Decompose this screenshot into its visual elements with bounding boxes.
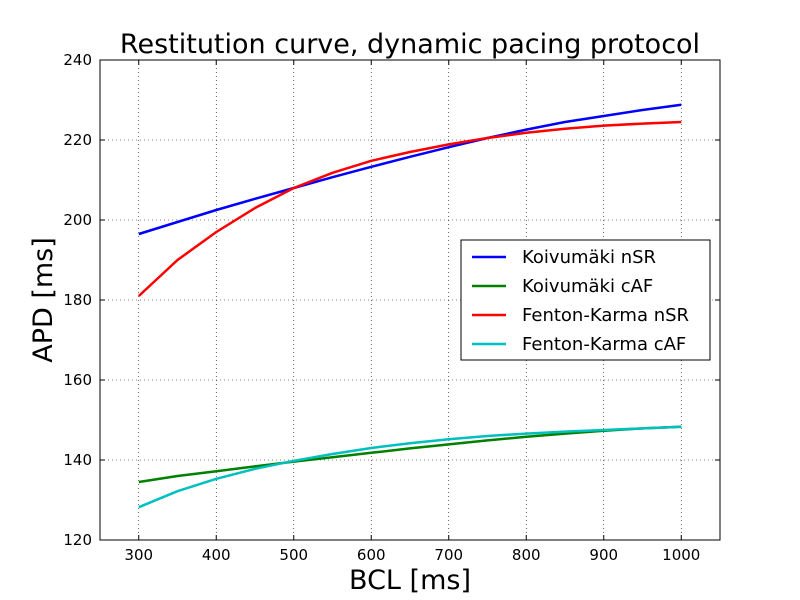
- series-line-4: [138, 425, 682, 509]
- y-axis-label: APD [ms]: [28, 237, 59, 363]
- axis-ticks: 300 400 500 600 700 800 900 1000 120 140 160 180 200…: [63, 51, 720, 564]
- y-tick-label: 160: [63, 371, 92, 389]
- legend-label-2: Koivumäki cAF: [522, 276, 653, 297]
- x-tick-label: 400: [202, 546, 231, 564]
- legend-label-4: Fenton-Karma cAF: [522, 334, 686, 355]
- x-tick-label: 1000: [662, 546, 700, 564]
- x-axis-label: BCL [ms]: [349, 565, 471, 596]
- series-line-3: [137, 120, 682, 297]
- legend-label-3: Fenton-Karma nSR: [522, 305, 689, 326]
- x-tick-label: 500: [279, 546, 308, 564]
- x-tick-label: 700: [434, 546, 463, 564]
- y-tick-label: 220: [63, 131, 92, 149]
- y-tick-label: 240: [63, 51, 92, 69]
- legend: Koivumäki nSR Koivumäki cAF Fenton-Karma n…: [460, 239, 711, 361]
- chart-title: Restitution curve, dynamic pacing protoc…: [120, 29, 700, 60]
- x-tick-label: 800: [512, 546, 541, 564]
- y-tick-label: 120: [63, 531, 92, 549]
- x-tick-label: 600: [357, 546, 386, 564]
- y-tick-label: 140: [63, 451, 92, 469]
- y-tick-label: 200: [63, 211, 92, 229]
- x-tick-label: 900: [589, 546, 618, 564]
- x-tick-label: 300: [124, 546, 153, 564]
- legend-label-1: Koivumäki nSR: [522, 247, 656, 268]
- series-line-1: [138, 103, 682, 236]
- y-tick-label: 180: [63, 291, 92, 309]
- series-lines: [137, 103, 682, 509]
- legend-box: [460, 239, 711, 361]
